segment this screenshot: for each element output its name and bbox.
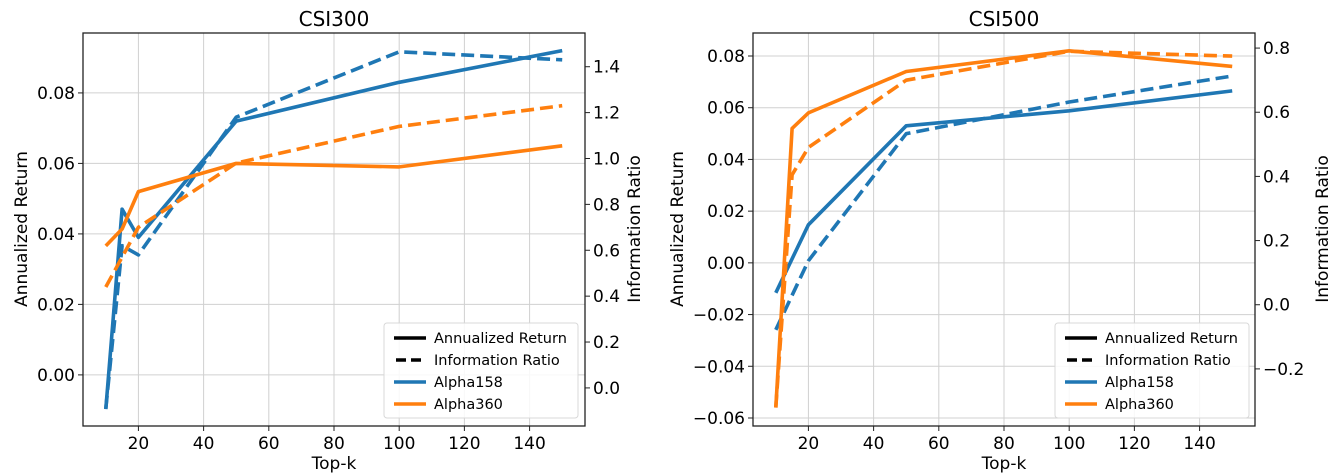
y-tick-label-left: −0.06	[693, 409, 745, 429]
series-line-alpha158-information-ratio	[774, 74, 1233, 331]
y-tick-label-right: 0.6	[1263, 103, 1290, 123]
legend-label: Information Ratio	[434, 353, 560, 369]
x-tick-label: 140	[513, 434, 545, 454]
legend-label: Alpha158	[434, 375, 503, 391]
x-tick-label: 100	[1053, 434, 1085, 454]
chart-csi500: CSI500 20 40 60 80 100 120 140 −0.06 −0.04 −0.02 0…	[668, 7, 1333, 474]
y-tick-label-left: −0.02	[693, 306, 745, 326]
series-line-alpha360-information-ratio	[774, 49, 1233, 408]
legend-label: Alpha360	[1105, 397, 1174, 413]
x-tick-label: 120	[448, 434, 480, 454]
y-tick-label-right: 1.2	[593, 104, 620, 124]
y-tick-label-right: −0.2	[1263, 360, 1304, 380]
x-tick-label: 80	[323, 434, 345, 454]
y-axis-label-left: Annualized Return	[12, 151, 32, 307]
series-lines	[104, 48, 563, 410]
y-tick-label-left: 0.08	[37, 84, 75, 104]
y-tick-label-right: 0.4	[1263, 167, 1290, 187]
ticks: 20 40 60 80 100 120 140 −0.06 −0.04 −0.02 0.00 0.02…	[693, 39, 1304, 454]
y-axis-label-right: Information Ratio	[625, 155, 645, 302]
legend-box	[383, 322, 579, 419]
legend: Annualized Return Information Ratio Alpha1…	[1054, 322, 1250, 419]
ticks: 20 40 60 80 100 120 140 0.00 0.02 0.04 0.06 0.08 0.0…	[37, 58, 620, 454]
y-tick-label-left: 0.04	[37, 225, 75, 245]
series-line-alpha360-information-ratio	[104, 103, 563, 288]
x-tick-label: 60	[258, 434, 280, 454]
y-tick-label-right: 0.2	[1263, 232, 1290, 252]
y-tick-label-left: 0.04	[707, 150, 745, 170]
y-tick-label-right: 0.8	[1263, 39, 1290, 59]
chart-csi300: CSI300 20 40 60 80 100 120 140 0.00 0.02 0.04 0.06…	[12, 7, 645, 474]
x-tick-label: 20	[128, 434, 150, 454]
y-tick-label-right: 0.0	[593, 379, 620, 399]
x-tick-label: 140	[1183, 434, 1215, 454]
y-tick-label-left: 0.06	[37, 154, 75, 174]
y-tick-label-right: 1.4	[593, 58, 620, 78]
y-tick-label-left: 0.02	[707, 202, 745, 222]
y-tick-label-left: 0.00	[37, 366, 75, 386]
x-tick-label: 60	[928, 434, 950, 454]
chart-title: CSI300	[299, 7, 370, 31]
series-line-alpha158-annualized-return	[774, 89, 1233, 294]
chart-title: CSI500	[969, 7, 1040, 31]
y-tick-label-left: 0.08	[707, 47, 745, 67]
x-tick-label: 40	[193, 434, 215, 454]
y-tick-label-left: 0.02	[37, 295, 75, 315]
y-tick-label-right: 1.0	[593, 149, 620, 169]
legend-box	[1054, 322, 1250, 419]
series-lines	[774, 48, 1233, 408]
y-axis-label-right: Information Ratio	[1313, 155, 1333, 302]
y-tick-label-left: −0.04	[693, 357, 745, 377]
legend-label: Annualized Return	[434, 331, 567, 347]
legend-label: Alpha158	[1105, 375, 1174, 391]
legend-label: Alpha360	[434, 397, 503, 413]
legend-label: Annualized Return	[1105, 331, 1238, 347]
x-tick-label: 120	[1118, 434, 1150, 454]
y-tick-label-right: 0.2	[593, 333, 620, 353]
y-axis-label-left: Annualized Return	[668, 151, 688, 307]
y-tick-label-right: 0.8	[593, 195, 620, 215]
y-tick-label-left: 0.06	[707, 99, 745, 119]
y-tick-label-right: 0.0	[1263, 296, 1290, 316]
legend-label: Information Ratio	[1105, 353, 1231, 369]
x-tick-label: 80	[993, 434, 1015, 454]
grid	[83, 33, 585, 426]
x-axis-label: Top-k	[981, 454, 1027, 474]
x-tick-label: 100	[383, 434, 415, 454]
series-line-alpha158-information-ratio	[104, 49, 563, 409]
series-line-alpha360-annualized-return	[104, 144, 563, 248]
y-tick-label-left: 0.00	[707, 254, 745, 274]
x-tick-label: 40	[863, 434, 885, 454]
x-axis-label: Top-k	[311, 454, 357, 474]
y-tick-label-right: 0.4	[593, 287, 620, 307]
legend: Annualized Return Information Ratio Alpha1…	[383, 322, 579, 419]
y-tick-label-right: 0.6	[593, 241, 620, 261]
x-tick-label: 20	[798, 434, 820, 454]
